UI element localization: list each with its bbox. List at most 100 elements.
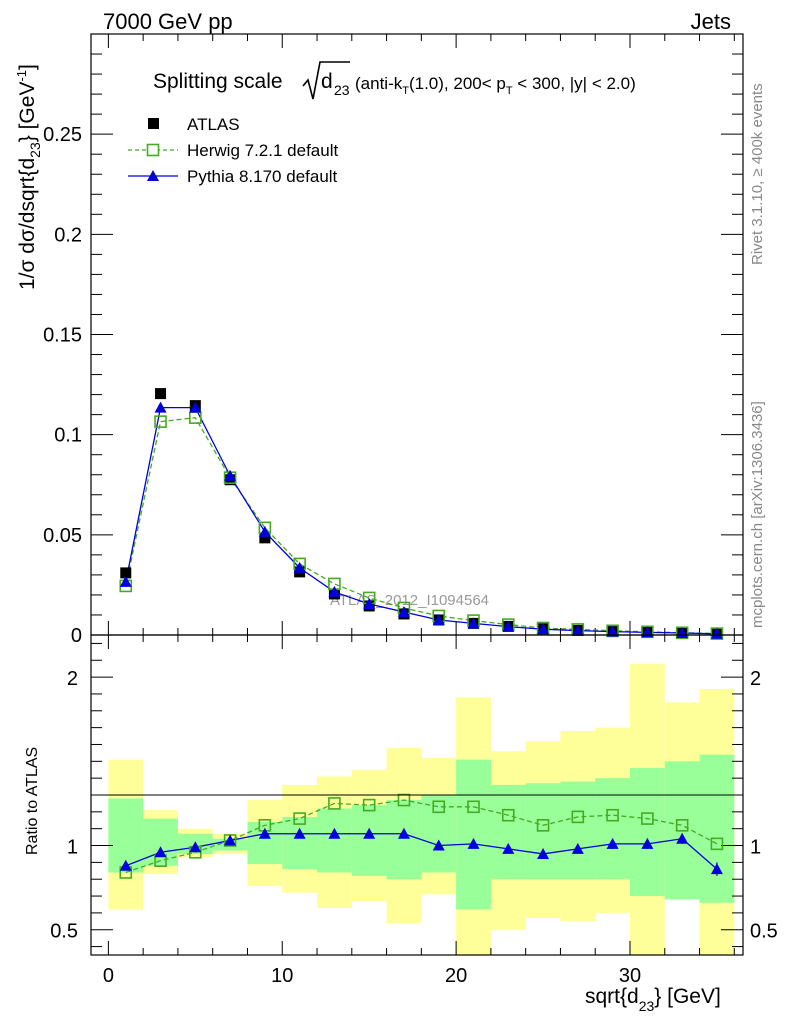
legend-marker-pythia — [147, 170, 159, 181]
sqrt-symbol — [302, 61, 350, 100]
main-y-tick-label: 0.15 — [43, 325, 82, 347]
inner-band-bin — [456, 759, 491, 910]
inner-band-bin — [421, 795, 457, 873]
legend-label-herwig: Herwig 7.2.1 default — [187, 141, 338, 160]
pythia-ratio-point — [502, 842, 515, 854]
pythia-point — [189, 401, 202, 413]
pythia-ratio-point — [224, 834, 237, 846]
atlas-point — [120, 567, 132, 579]
ratio-y-tick-label-right: 0.5 — [750, 921, 778, 943]
ratio-y-tick-label-left: 2 — [67, 668, 78, 690]
main-series-layer — [119, 388, 724, 640]
pythia-ratio-point — [119, 859, 132, 871]
title-main: Splitting scale — [153, 70, 283, 93]
inner-band-bin — [595, 778, 630, 880]
pythia-ratio-point — [397, 827, 410, 839]
legend-label-pythia: Pythia 8.170 default — [187, 167, 338, 186]
main-y-tick-label: 0 — [71, 625, 82, 647]
main-y-tick-label: 0.05 — [43, 525, 82, 547]
atlas-point — [259, 532, 271, 544]
legend-marker-herwig — [146, 143, 160, 157]
title-cuts-c: < 300, |y| < 2.0) — [513, 74, 636, 93]
pythia-ratio-point — [467, 837, 480, 849]
ratio-y-axis-title: Ratio to ATLAS — [24, 747, 41, 855]
legend-marker-atlas — [148, 118, 159, 129]
inner-band-bin — [143, 818, 178, 866]
title-cuts-b: (1.0), 200< p — [409, 74, 506, 93]
inner-band-bin — [699, 754, 735, 903]
xlabel-b: } [GeV] — [654, 985, 721, 1008]
legend-label-atlas: ATLAS — [187, 115, 240, 134]
title-cuts-a: (anti-k — [355, 74, 403, 93]
title-cuts-sub-a: T — [402, 85, 409, 97]
inner-band-bin — [317, 808, 352, 873]
pythia-point — [258, 525, 271, 537]
herwig-ratio-point — [432, 800, 446, 814]
main-ylabel-c: ] — [16, 64, 39, 70]
inner-band-bin — [386, 800, 422, 880]
beam-label: 7000 GeV pp — [103, 9, 233, 34]
pythia-ratio-point — [154, 846, 167, 858]
pythia-point — [397, 605, 410, 617]
pythia-point — [710, 627, 723, 639]
pythia-point — [224, 469, 237, 481]
herwig-ratio-point — [328, 797, 341, 810]
pythia-point — [571, 624, 584, 636]
xlabel-a: sqrt{d — [585, 985, 639, 1008]
main-y-axis-title: 1/σ dσ/dsqrt{d23} [GeV-1] — [14, 64, 43, 290]
pythia-ratio-point — [328, 827, 341, 839]
legend: ATLAS Herwig 7.2.1 default Pythia 8.170 … — [128, 115, 338, 186]
herwig-ratio-point — [293, 812, 306, 825]
pythia-point — [328, 585, 341, 597]
xlabel-sub: 23 — [639, 998, 655, 1014]
title-cuts: (anti-kT(1.0), 200< pT < 300, |y| < 2.0) — [355, 74, 636, 97]
pythia-point — [537, 623, 550, 635]
pythia-ratio-point — [676, 832, 689, 844]
x-tick-label: 0 — [103, 965, 114, 987]
pythia-ratio-point — [710, 863, 723, 875]
ratio-y-tick-label-left: 0.5 — [50, 921, 78, 943]
atlas-point — [155, 388, 167, 400]
herwig-ratio-point — [501, 808, 515, 822]
herwig-ratio-point — [606, 808, 619, 822]
title-sqrt-sub: 23 — [334, 82, 350, 98]
pythia-ratio-point — [537, 847, 550, 859]
herwig-ratio-point — [675, 819, 689, 832]
main-ylabel-sup: -1 — [14, 70, 29, 82]
herwig-ratio-point — [641, 812, 654, 825]
axis-ticks: 0 10 20 30 0 0.05 0.1 0.15 0.2 0.25 0.5 0.5 1 1 2 2 — [43, 34, 778, 987]
x-tick-label: 10 — [271, 965, 293, 987]
ratio-y-tick-label-right: 2 — [750, 668, 761, 690]
herwig-ratio-point — [571, 810, 585, 824]
pythia-ratio-point — [571, 842, 584, 854]
pythia-ratio-point — [606, 837, 619, 849]
herwig-point — [154, 415, 167, 428]
rivet-label: Rivet 3.1.10, ≥ 400k events — [749, 83, 766, 265]
herwig-ratio-point — [467, 800, 480, 814]
herwig-ratio-point — [536, 819, 550, 832]
x-tick-label: 30 — [619, 965, 641, 987]
herwig-ratio-point — [710, 837, 724, 851]
pythia-point — [154, 401, 167, 413]
pythia-point — [119, 575, 132, 587]
pythia-point — [502, 620, 515, 632]
pythia-ratio-point — [363, 827, 376, 839]
ratio-series-layer — [119, 793, 724, 879]
plot-title: Splitting scale d 23 (anti-kT(1.0), 200<… — [153, 61, 636, 100]
herwig-ratio-line — [125, 799, 718, 874]
pythia-ratio-point — [293, 827, 306, 839]
x-tick-label: 20 — [445, 965, 467, 987]
inner-band-bin — [490, 784, 526, 880]
x-axis-title: sqrt{d23} [GeV] — [585, 985, 721, 1014]
ratio-y-tick-label-right: 1 — [750, 837, 761, 859]
pythia-point — [293, 561, 306, 573]
pythia-point — [363, 597, 376, 609]
pythia-ratio-point — [641, 837, 654, 849]
herwig-ratio-point — [362, 798, 376, 812]
pythia-ratio-point — [258, 827, 271, 839]
process-label: Jets — [691, 9, 731, 34]
inner-band-bin — [629, 768, 665, 897]
pythia-point — [606, 625, 619, 637]
mcplots-label: mcplots.cern.ch [arXiv:1306.3436] — [749, 401, 766, 628]
